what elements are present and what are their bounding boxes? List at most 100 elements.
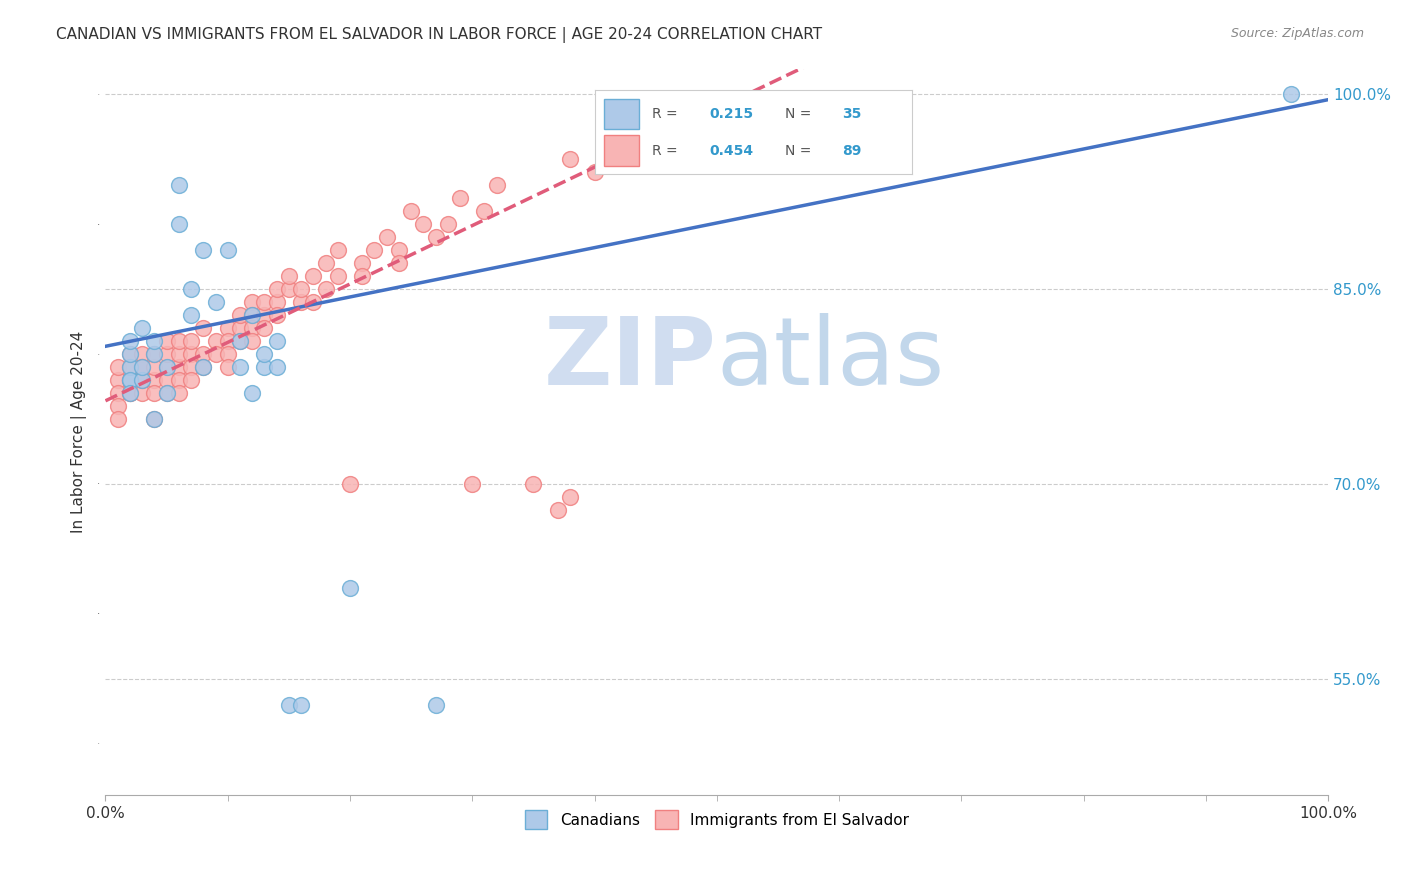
Point <box>193 321 215 335</box>
Point <box>240 308 263 322</box>
Point <box>266 282 288 296</box>
Point <box>167 373 190 387</box>
Point <box>107 359 129 374</box>
Point <box>131 321 153 335</box>
Point <box>1281 87 1303 102</box>
Point <box>277 282 299 296</box>
Text: CANADIAN VS IMMIGRANTS FROM EL SALVADOR IN LABOR FORCE | AGE 20-24 CORRELATION C: CANADIAN VS IMMIGRANTS FROM EL SALVADOR … <box>56 27 823 43</box>
Point <box>131 359 153 374</box>
Point <box>167 359 190 374</box>
Point <box>217 334 239 348</box>
Point <box>412 217 434 231</box>
Point <box>266 334 288 348</box>
Point <box>315 256 337 270</box>
Point <box>167 347 190 361</box>
Point <box>118 347 141 361</box>
Point <box>253 347 276 361</box>
Point <box>229 359 252 374</box>
Text: ZIP: ZIP <box>544 313 717 405</box>
Y-axis label: In Labor Force | Age 20-24: In Labor Force | Age 20-24 <box>72 331 87 533</box>
Point <box>131 347 153 361</box>
Point <box>240 295 263 310</box>
Text: Source: ZipAtlas.com: Source: ZipAtlas.com <box>1230 27 1364 40</box>
Legend: Canadians, Immigrants from El Salvador: Canadians, Immigrants from El Salvador <box>519 805 915 835</box>
Text: atlas: atlas <box>717 313 945 405</box>
Point <box>180 347 202 361</box>
Point <box>474 204 496 219</box>
Point <box>118 386 141 401</box>
Point <box>193 244 215 258</box>
Point <box>229 334 252 348</box>
Point <box>204 295 226 310</box>
Point <box>131 386 153 401</box>
Point <box>229 308 252 322</box>
Point <box>107 412 129 426</box>
Point <box>167 217 190 231</box>
Point <box>131 373 153 387</box>
Point <box>180 334 202 348</box>
Point <box>143 412 166 426</box>
Point <box>229 321 252 335</box>
Point <box>180 308 202 322</box>
Point <box>107 373 129 387</box>
Point <box>425 230 447 244</box>
Point <box>118 373 141 387</box>
Point <box>217 359 239 374</box>
Point <box>240 321 263 335</box>
Point <box>118 373 141 387</box>
Point <box>326 269 349 284</box>
Point <box>193 347 215 361</box>
Point <box>155 347 177 361</box>
Point <box>167 386 190 401</box>
Point <box>131 359 153 374</box>
Point <box>204 334 226 348</box>
Point <box>449 191 471 205</box>
Point <box>143 347 166 361</box>
Point <box>118 386 141 401</box>
Point <box>266 308 288 322</box>
Point <box>155 386 177 401</box>
Point <box>425 698 447 712</box>
Point <box>326 244 349 258</box>
Point <box>143 373 166 387</box>
Point <box>217 244 239 258</box>
Point <box>253 321 276 335</box>
Point <box>547 503 569 517</box>
Point <box>180 359 202 374</box>
Point <box>437 217 460 231</box>
Point <box>399 204 422 219</box>
Point <box>266 359 288 374</box>
Point <box>204 347 226 361</box>
Point <box>277 269 299 284</box>
Point <box>583 165 606 179</box>
Point <box>558 490 581 504</box>
Point <box>167 178 190 193</box>
Point <box>375 230 398 244</box>
Point <box>118 359 141 374</box>
Point <box>193 359 215 374</box>
Point <box>217 347 239 361</box>
Point <box>352 256 374 270</box>
Point <box>266 295 288 310</box>
Point <box>118 373 141 387</box>
Point <box>143 347 166 361</box>
Point <box>302 269 325 284</box>
Point <box>155 359 177 374</box>
Point <box>180 282 202 296</box>
Point <box>180 373 202 387</box>
Point <box>118 359 141 374</box>
Point <box>131 373 153 387</box>
Point <box>339 581 361 595</box>
Point <box>290 282 312 296</box>
Point <box>240 386 263 401</box>
Point <box>277 698 299 712</box>
Point <box>339 476 361 491</box>
Point <box>240 334 263 348</box>
Point <box>620 139 643 153</box>
Point <box>290 698 312 712</box>
Point <box>558 153 581 167</box>
Point <box>155 373 177 387</box>
Point <box>155 386 177 401</box>
Point <box>118 386 141 401</box>
Point <box>143 412 166 426</box>
